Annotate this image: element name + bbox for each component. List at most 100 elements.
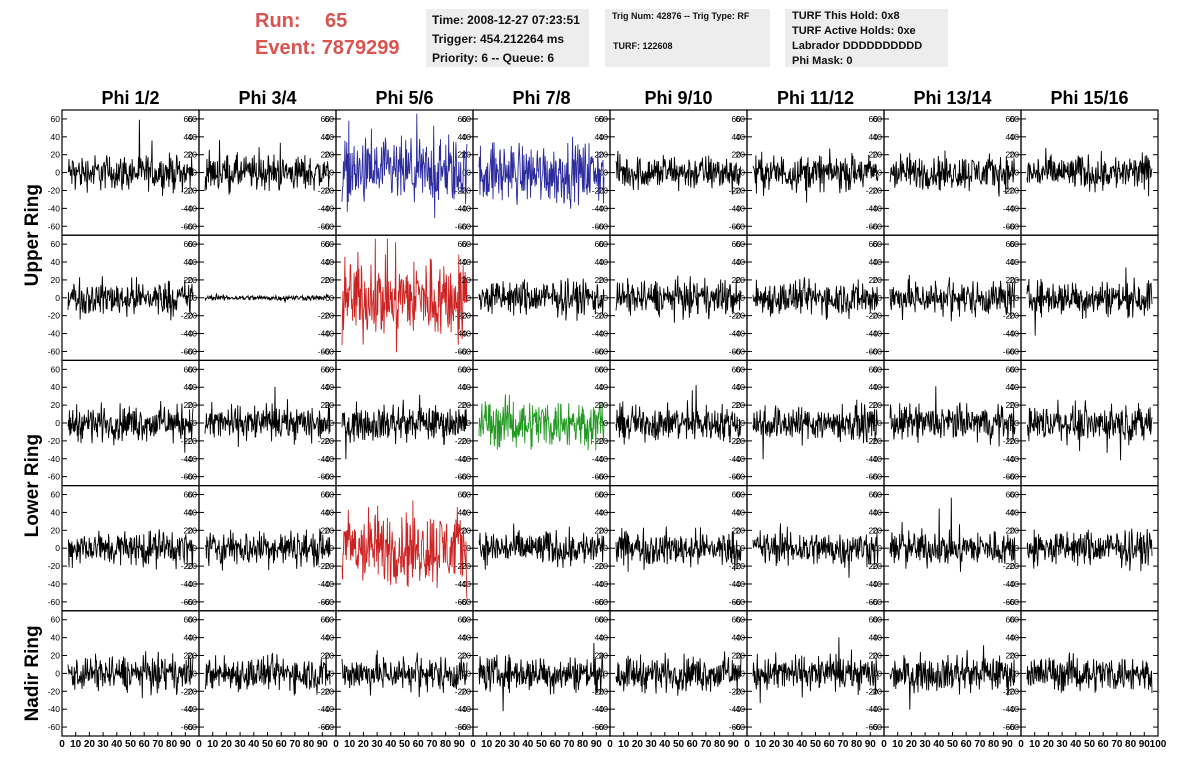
y-tick-label: -60 — [459, 597, 472, 607]
y-tick-label: 20 — [325, 150, 335, 160]
x-tick-label: 60 — [687, 739, 699, 750]
y-tick-label: -40 — [322, 454, 335, 464]
y-tick-label: 60 — [595, 490, 605, 500]
y-tick-label: 20 — [325, 275, 335, 285]
y-tick-label: 40 — [869, 507, 879, 517]
y-tick-label: 60 — [462, 239, 472, 249]
x-tick-label: 80 — [303, 739, 315, 750]
y-tick-label: 20 — [599, 400, 609, 410]
y-tick-label: -40 — [455, 579, 468, 589]
y-tick-label: -40 — [596, 579, 609, 589]
y-tick-label: 20 — [736, 150, 746, 160]
y-tick-label: 0 — [466, 668, 471, 678]
y-tick-label: -40 — [866, 579, 879, 589]
y-tick-label: -40 — [729, 329, 742, 339]
y-tick-label: -60 — [48, 346, 61, 356]
y-tick-label: 40 — [599, 633, 609, 643]
y-tick-label: 0 — [1014, 293, 1019, 303]
y-tick-label: 40 — [462, 507, 472, 517]
y-tick-label: -40 — [48, 579, 61, 589]
waveform-trace — [67, 400, 194, 453]
y-tick-label: 0 — [736, 418, 741, 428]
y-tick-label: 0 — [462, 168, 467, 178]
y-tick-label: -60 — [729, 221, 742, 231]
waveform-trace — [341, 650, 468, 698]
y-tick-label: 20 — [869, 150, 879, 160]
y-tick-label: -20 — [318, 436, 331, 446]
trigger-text: Trigger: 454.212264 ms — [432, 32, 565, 46]
y-tick-label: -60 — [322, 346, 335, 356]
y-tick-label: 40 — [184, 507, 194, 517]
y-tick-label: -20 — [866, 686, 879, 696]
y-tick-label: 0 — [736, 168, 741, 178]
y-tick-label: 40 — [1010, 382, 1020, 392]
y-tick-label: 60 — [1010, 364, 1020, 374]
y-tick-label: 0 — [55, 668, 60, 678]
y-tick-label: -60 — [455, 722, 468, 732]
y-tick-label: 20 — [51, 651, 61, 661]
waveform-trace — [67, 651, 194, 699]
y-tick-label: 60 — [732, 239, 742, 249]
y-tick-label: -40 — [733, 203, 746, 213]
y-tick-label: 40 — [462, 132, 472, 142]
y-tick-label: -40 — [1007, 454, 1020, 464]
y-tick-label: 40 — [458, 633, 468, 643]
y-tick-label: -60 — [1003, 722, 1016, 732]
x-tick-label: 80 — [1125, 739, 1137, 750]
x-tick-label: 20 — [495, 739, 507, 750]
x-tick-label: 10 — [1029, 739, 1041, 750]
y-tick-label: 40 — [732, 257, 742, 267]
y-tick-label: -20 — [322, 311, 335, 321]
y-tick-label: -20 — [181, 561, 194, 571]
y-tick-label: -40 — [1007, 704, 1020, 714]
y-tick-label: 20 — [869, 525, 879, 535]
y-tick-label: -60 — [459, 472, 472, 482]
y-tick-label: -20 — [870, 686, 883, 696]
x-tick-label: 0 — [607, 739, 613, 750]
x-tick-label: 80 — [851, 739, 863, 750]
y-tick-label: 0 — [192, 168, 197, 178]
y-tick-label: -20 — [592, 436, 605, 446]
y-tick-label: 40 — [184, 257, 194, 267]
waveform-trace — [67, 276, 194, 321]
y-tick-label: 20 — [873, 400, 883, 410]
y-tick-label: 0 — [192, 543, 197, 553]
y-tick-label: -60 — [1003, 472, 1016, 482]
y-tick-label: -40 — [729, 454, 742, 464]
y-tick-label: -20 — [318, 311, 331, 321]
y-tick-label: -20 — [1003, 686, 1016, 696]
y-tick-label: 40 — [595, 633, 605, 643]
y-tick-label: 60 — [321, 239, 331, 249]
y-tick-label: 0 — [329, 543, 334, 553]
y-tick-label: -60 — [459, 722, 472, 732]
y-tick-label: 60 — [188, 239, 198, 249]
y-tick-label: -40 — [596, 329, 609, 339]
y-tick-label: -40 — [181, 329, 194, 339]
y-tick-label: 0 — [736, 543, 741, 553]
y-tick-label: 40 — [1006, 257, 1016, 267]
y-tick-label: -20 — [1007, 311, 1020, 321]
y-tick-label: -60 — [1007, 722, 1020, 732]
y-tick-label: 0 — [55, 293, 60, 303]
y-tick-label: 60 — [736, 615, 746, 625]
x-tick-label: 60 — [961, 739, 973, 750]
x-tick-label: 70 — [152, 739, 164, 750]
y-tick-label: 40 — [873, 382, 883, 392]
waveform-trace — [889, 386, 1016, 447]
y-tick-label: 40 — [873, 507, 883, 517]
waveform-trace — [615, 275, 742, 323]
y-tick-label: 20 — [325, 651, 335, 661]
y-tick-label: 60 — [873, 239, 883, 249]
x-tick-label: 40 — [659, 739, 671, 750]
y-tick-label: 40 — [1006, 507, 1016, 517]
y-tick-label: -60 — [596, 722, 609, 732]
y-tick-label: 40 — [736, 507, 746, 517]
y-tick-label: 60 — [732, 364, 742, 374]
y-tick-label: -40 — [1003, 203, 1016, 213]
y-tick-label: 20 — [51, 525, 61, 535]
x-tick-label: 10 — [207, 739, 219, 750]
y-tick-label: 20 — [321, 150, 331, 160]
x-tick-label: 60 — [413, 739, 425, 750]
x-tick-label: 30 — [509, 739, 521, 750]
y-tick-label: 0 — [192, 668, 197, 678]
